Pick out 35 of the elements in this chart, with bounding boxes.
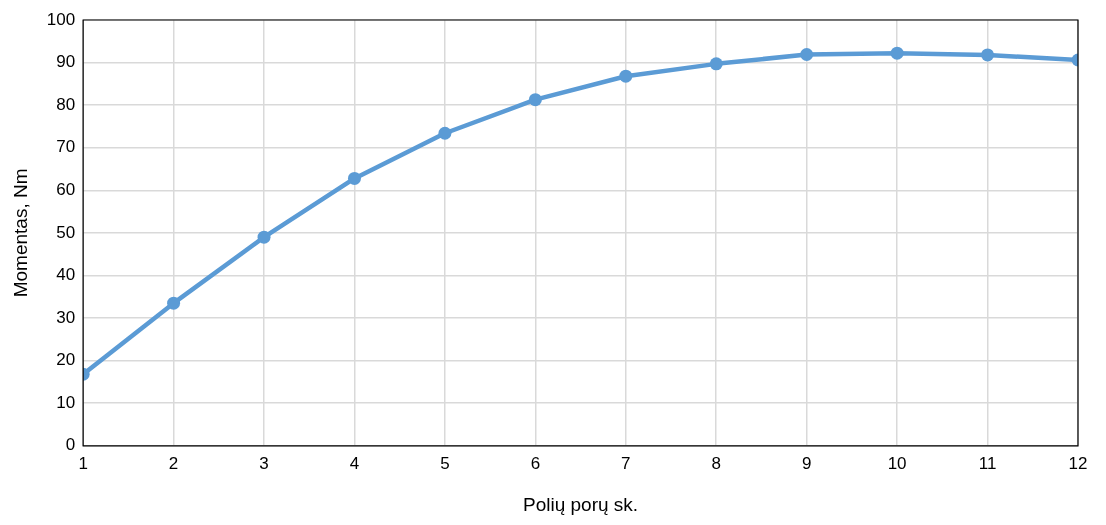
point bbox=[800, 47, 814, 61]
x-tick-label: 12 bbox=[1068, 453, 1088, 473]
point bbox=[709, 57, 723, 71]
x-tick-label: 4 bbox=[349, 453, 360, 473]
y-tick-label: 50 bbox=[56, 222, 76, 242]
x-tick-label: 5 bbox=[440, 453, 450, 473]
point bbox=[257, 230, 271, 244]
x-tick-label: 8 bbox=[711, 453, 721, 473]
point bbox=[619, 69, 633, 83]
y-tick-label: 40 bbox=[56, 265, 76, 285]
point bbox=[981, 48, 995, 62]
y-tick-label: 60 bbox=[56, 180, 76, 200]
y-tick-label: 30 bbox=[56, 307, 76, 327]
x-tick-label: 1 bbox=[78, 453, 88, 473]
point bbox=[167, 296, 181, 310]
x-tick-label: 6 bbox=[530, 453, 541, 473]
x-axis-title: Polių porų sk. bbox=[523, 493, 639, 515]
point bbox=[890, 46, 904, 60]
y-tick-label: 100 bbox=[46, 9, 76, 29]
x-tick-label: 11 bbox=[978, 453, 997, 473]
y-axis-title: Momentas, Nm bbox=[9, 168, 31, 298]
y-tick-label: 10 bbox=[56, 392, 76, 412]
point bbox=[528, 93, 542, 107]
point bbox=[438, 126, 452, 140]
y-tick-label: 90 bbox=[56, 52, 76, 72]
x-tick-label: 10 bbox=[887, 453, 907, 473]
x-tick-label: 9 bbox=[801, 453, 812, 473]
y-tick-label: 0 bbox=[65, 435, 76, 455]
point bbox=[347, 171, 361, 185]
y-tick-label: 80 bbox=[56, 94, 76, 114]
y-tick-label: 70 bbox=[56, 137, 76, 157]
x-tick-label: 2 bbox=[168, 453, 179, 473]
y-tick-label: 20 bbox=[56, 350, 76, 370]
x-tick-label: 3 bbox=[259, 453, 269, 473]
x-tick-label: 7 bbox=[621, 453, 631, 473]
